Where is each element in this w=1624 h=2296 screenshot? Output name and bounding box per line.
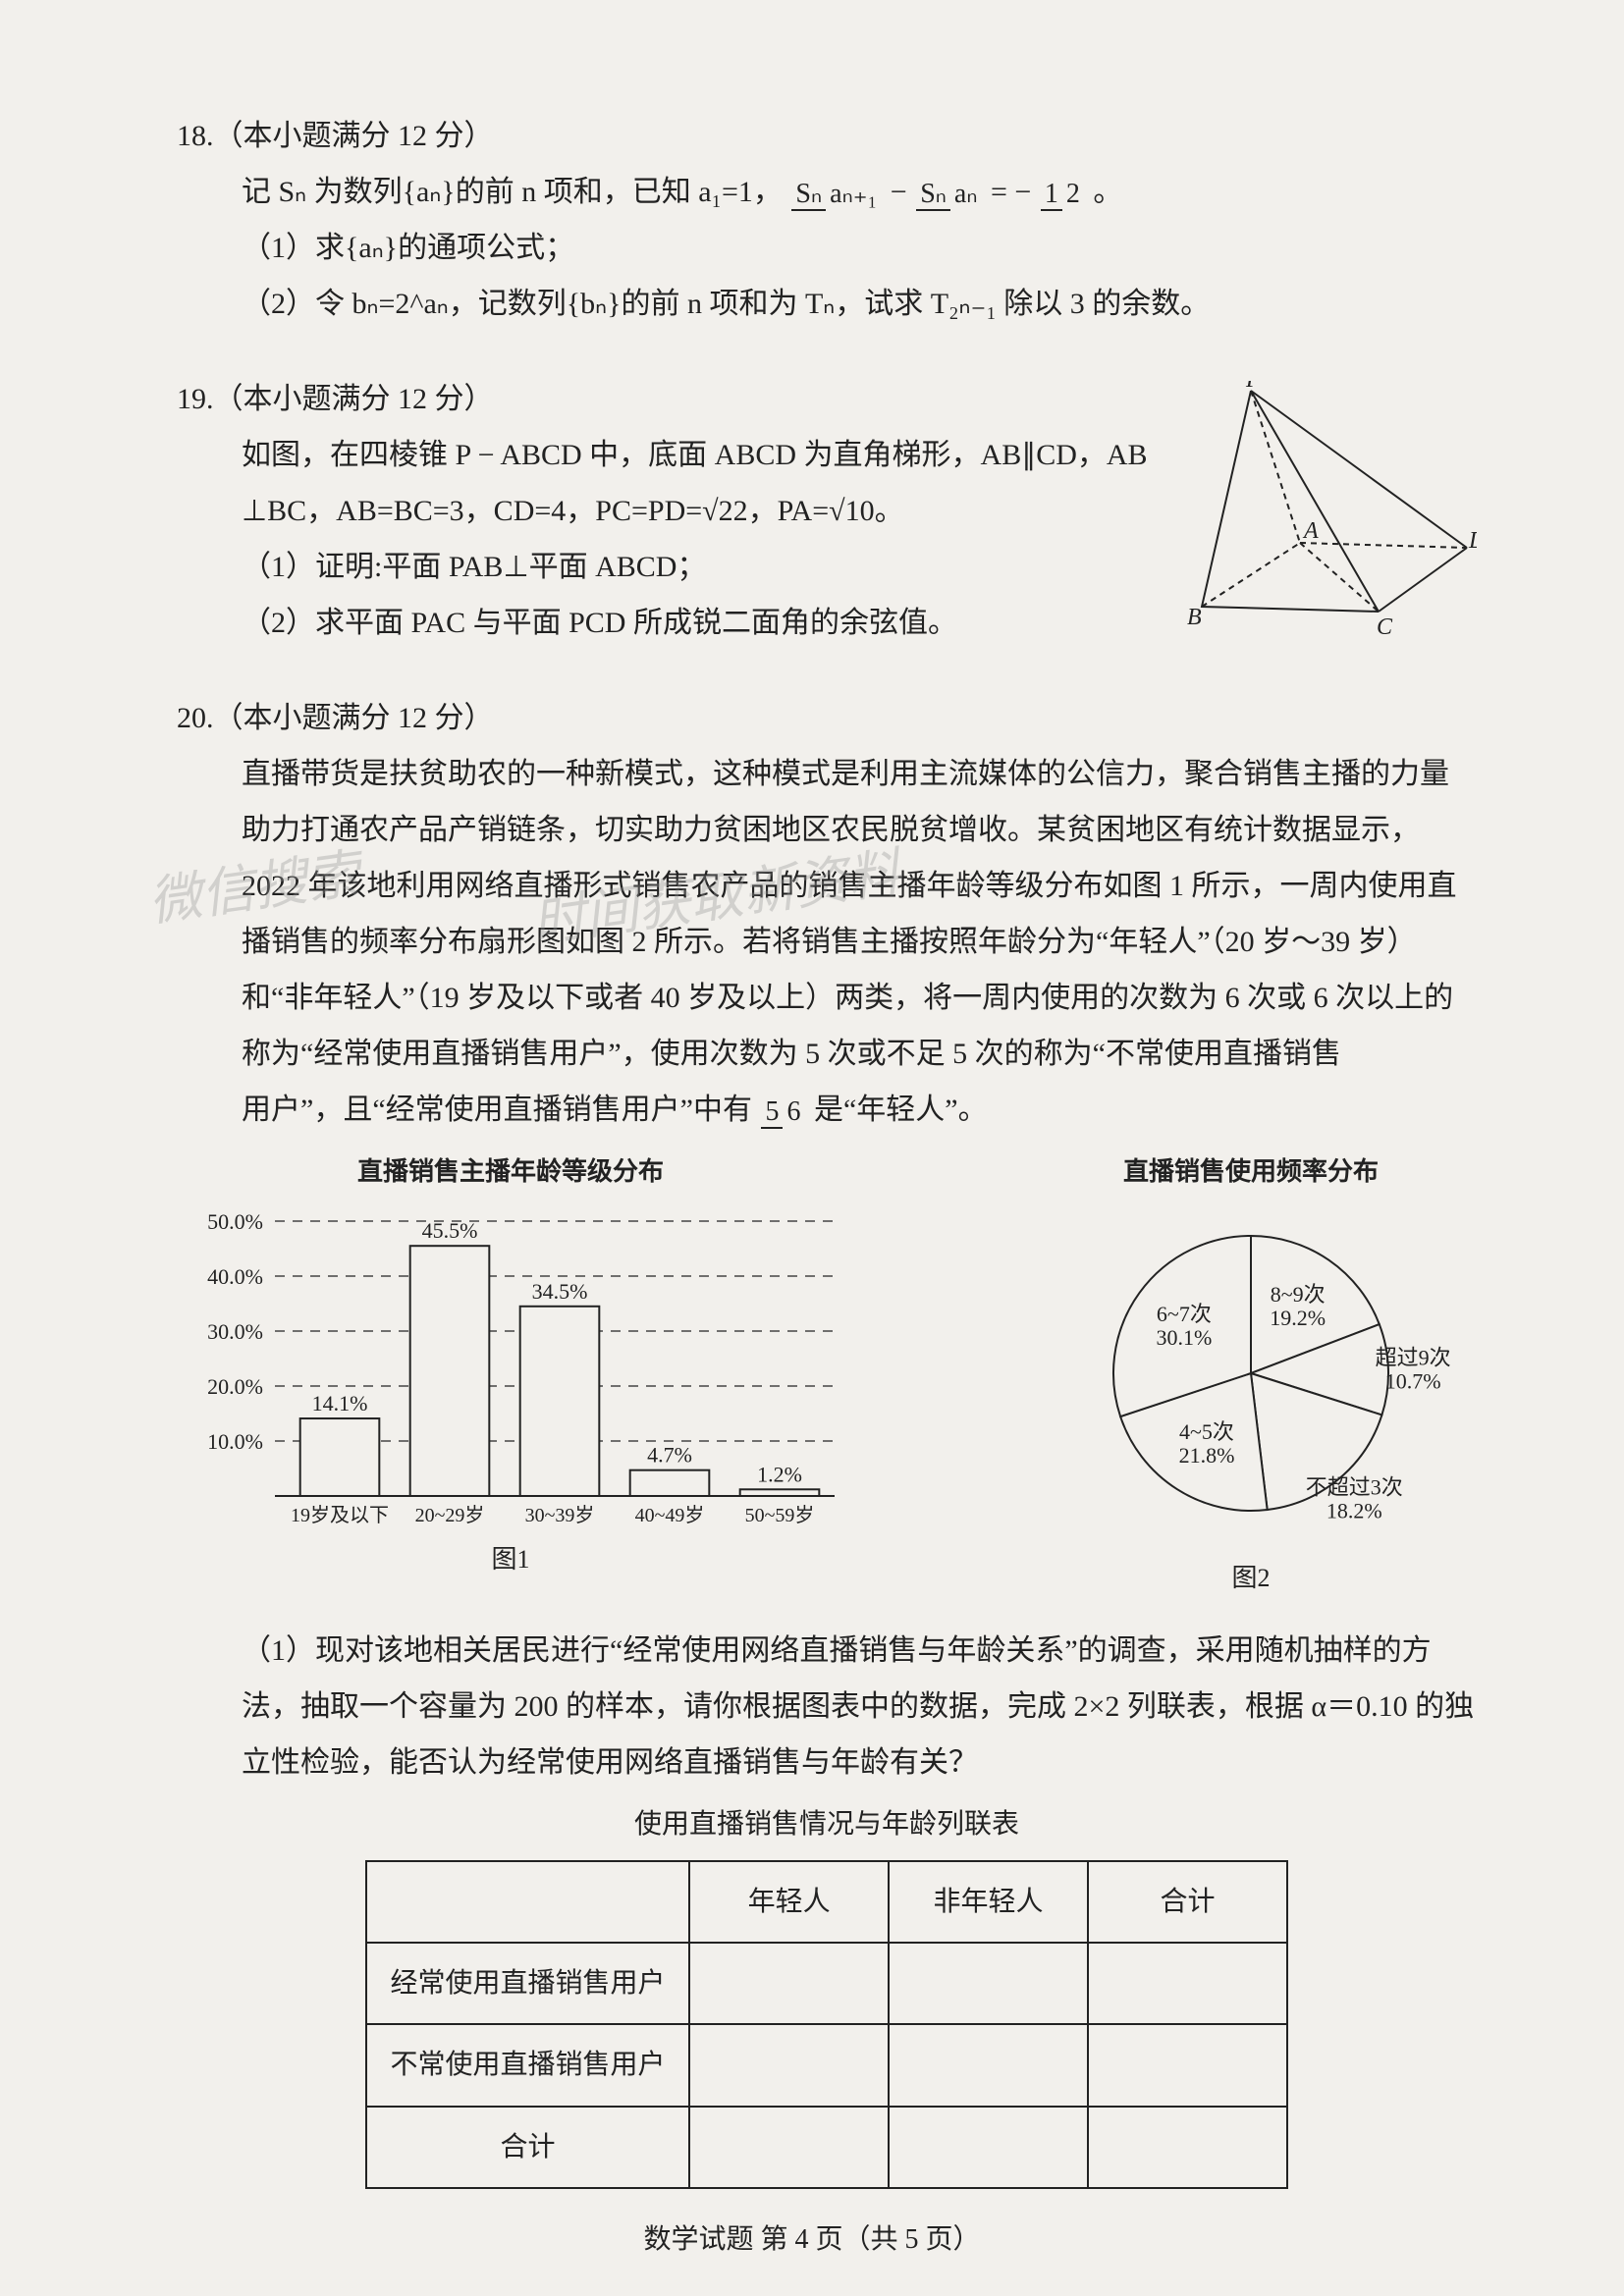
q19-part2: （2）求平面 PAC 与平面 PCD 所成锐二面角的余弦值。 <box>177 595 1172 651</box>
label-B: B <box>1187 605 1202 630</box>
table-cell <box>1088 2024 1287 2106</box>
pie-chart: 直播销售使用频率分布 8~9次19.2% 超过9次10.7% 不超过3次18.2% 4… <box>1025 1148 1477 1603</box>
label-P: P <box>1245 381 1261 393</box>
bar-caption: 图1 <box>177 1535 844 1583</box>
table-header: 合计 <box>1088 1861 1287 1943</box>
pie-chart-svg: 8~9次19.2% 超过9次10.7% 不超过3次18.2% 4~5次21.8% 6~7… <box>1025 1201 1477 1535</box>
svg-text:30~39岁: 30~39岁 <box>525 1504 595 1526</box>
q19-line1: 如图，在四棱锥 P − ABCD 中，底面 ABCD 为直角梯形，AB∥CD，A… <box>177 427 1172 483</box>
label-C: C <box>1377 614 1393 636</box>
svg-text:1.2%: 1.2% <box>757 1463 802 1487</box>
table-cell <box>1088 2107 1287 2188</box>
svg-text:19岁及以下: 19岁及以下 <box>291 1504 389 1526</box>
svg-text:4~5次: 4~5次 <box>1179 1419 1234 1444</box>
q19-part1: （1）证明:平面 PAB⊥平面 ABCD； <box>177 539 1172 595</box>
q18-part2: （2）令 bₙ=2^aₙ，记数列{bₙ}的前 n 项和为 Tₙ，试求 T₂ₙ₋₁… <box>177 276 1477 332</box>
q18-part1: （1）求{aₙ}的通项公式； <box>177 220 1477 276</box>
minus: − <box>891 176 914 208</box>
period: 。 <box>1093 176 1122 208</box>
frac-5-6: 56 <box>761 1097 804 1128</box>
page-footer: 数学试题 第 4 页（共 5 页） <box>0 2217 1624 2257</box>
table-cell <box>889 2024 1088 2106</box>
svg-text:10.0%: 10.0% <box>207 1429 263 1454</box>
svg-text:30.0%: 30.0% <box>207 1319 263 1344</box>
table-header: 非年轻人 <box>889 1861 1088 1943</box>
svg-text:30.1%: 30.1% <box>1156 1325 1212 1350</box>
svg-text:34.5%: 34.5% <box>532 1279 588 1304</box>
q20-header: 20.（本小题满分 12 分） <box>177 690 1477 746</box>
problem-18: 18.（本小题满分 12 分） 记 Sₙ 为数列{aₙ}的前 n 项和，已知 a… <box>177 108 1477 332</box>
svg-text:19.2%: 19.2% <box>1270 1306 1326 1330</box>
table-header: 年轻人 <box>689 1861 889 1943</box>
table-cell <box>1088 1943 1287 2024</box>
q19-header: 19.（本小题满分 12 分） <box>177 371 1172 427</box>
bar-title: 直播销售主播年龄等级分布 <box>177 1148 844 1196</box>
table-row-label: 合计 <box>366 2107 689 2188</box>
table-row-label: 经常使用直播销售用户 <box>366 1943 689 2024</box>
svg-text:50~59岁: 50~59岁 <box>745 1504 815 1526</box>
contingency-table: 年轻人非年轻人合计经常使用直播销售用户不常使用直播销售用户合计 <box>365 1860 1288 2189</box>
frac-1-2: 12 <box>1041 180 1084 210</box>
table-row-label: 不常使用直播销售用户 <box>366 2024 689 2106</box>
svg-text:21.8%: 21.8% <box>1179 1443 1235 1468</box>
svg-text:20~29岁: 20~29岁 <box>415 1504 485 1526</box>
svg-text:10.7%: 10.7% <box>1385 1369 1441 1394</box>
svg-text:超过9次: 超过9次 <box>1376 1346 1451 1370</box>
svg-text:18.2%: 18.2% <box>1326 1499 1382 1523</box>
bar-chart-svg: 50.0% 40.0% 30.0% 20.0% 10.0% 14.1% 19岁及以下 45.5… <box>177 1201 844 1535</box>
problem-19: 19.（本小题满分 12 分） 如图，在四棱锥 P − ABCD 中，底面 AB… <box>177 371 1477 651</box>
table-cell <box>889 2107 1088 2188</box>
svg-text:6~7次: 6~7次 <box>1157 1302 1212 1326</box>
pyramid-diagram: P A B C D <box>1182 381 1477 636</box>
svg-text:14.1%: 14.1% <box>312 1391 368 1415</box>
table-cell <box>689 2107 889 2188</box>
svg-text:8~9次: 8~9次 <box>1271 1282 1326 1307</box>
table-caption: 使用直播销售情况与年龄列联表 <box>177 1798 1477 1850</box>
svg-text:40~49岁: 40~49岁 <box>635 1504 705 1526</box>
q20-para-a: 直播带货是扶贫助农的一种新模式，这种模式是利用主流媒体的公信力，聚合销售主播的力… <box>242 758 1457 1070</box>
bar-chart: 直播销售主播年龄等级分布 50.0% 40.0% 30.0% 20.0% 10.0% 14… <box>177 1148 844 1584</box>
table-cell <box>889 1943 1088 2024</box>
frac-sn-an: Sₙaₙ <box>916 180 981 210</box>
pie-caption: 图2 <box>1025 1554 1477 1602</box>
label-A: A <box>1302 518 1319 544</box>
svg-text:20.0%: 20.0% <box>207 1374 263 1399</box>
q18-header: 18.（本小题满分 12 分） <box>177 108 1477 164</box>
table-cell <box>689 2024 889 2106</box>
q18-line1-a: 记 Sₙ 为数列{aₙ}的前 n 项和，已知 a₁=1， <box>242 176 783 208</box>
svg-text:40.0%: 40.0% <box>207 1264 263 1289</box>
q20-para-b1: 用户”，且“经常使用直播销售用户”中有 <box>242 1094 759 1126</box>
table-cell <box>689 1943 889 2024</box>
pie-title: 直播销售使用频率分布 <box>1025 1148 1477 1196</box>
svg-text:50.0%: 50.0% <box>207 1209 263 1234</box>
svg-text:45.5%: 45.5% <box>422 1219 478 1244</box>
svg-text:不超过3次: 不超过3次 <box>1306 1475 1403 1500</box>
frac-sn-an1: Sₙaₙ₊₁ <box>791 180 881 210</box>
q20-sub1: （1）现对该地相关居民进行“经常使用网络直播销售与年龄关系”的调查，采用随机抽样… <box>177 1623 1477 1790</box>
q18-line1: 记 Sₙ 为数列{aₙ}的前 n 项和，已知 a₁=1， Sₙaₙ₊₁ − Sₙ… <box>177 164 1477 220</box>
q20-para-b2: 是“年轻人”。 <box>814 1094 988 1126</box>
q19-line2: ⊥BC，AB=BC=3，CD=4，PC=PD=√22，PA=√10。 <box>177 483 1172 539</box>
label-D: D <box>1468 528 1477 554</box>
eq: = − <box>991 176 1039 208</box>
svg-text:4.7%: 4.7% <box>647 1443 692 1468</box>
problem-20: 20.（本小题满分 12 分） 直播带货是扶贫助农的一种新模式，这种模式是利用主… <box>177 690 1477 2189</box>
table-corner <box>366 1861 689 1943</box>
